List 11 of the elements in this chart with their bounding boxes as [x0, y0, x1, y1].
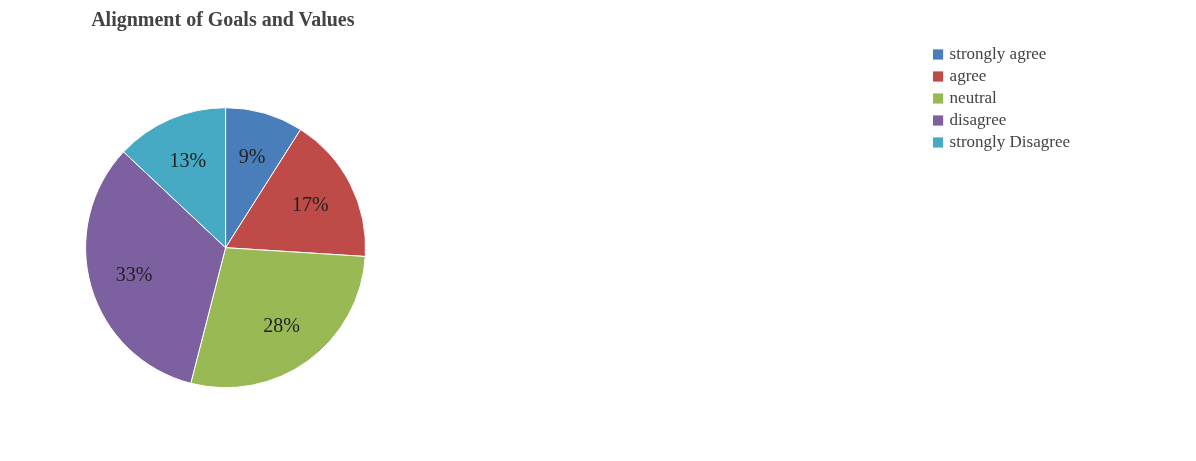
- chart-title: Alignment of Goals and Values: [91, 7, 355, 31]
- data-label: 17%: [292, 193, 329, 216]
- data-label: 13%: [169, 149, 207, 172]
- data-label: 9%: [238, 145, 266, 168]
- legend-label: neutral: [949, 88, 997, 108]
- legend-label: strongly agree: [949, 44, 1047, 64]
- legend-label: disagree: [949, 110, 1007, 130]
- legend-label: agree: [949, 66, 987, 86]
- legend-label: strongly Disagree: [949, 132, 1070, 152]
- data-label: 28%: [263, 313, 300, 336]
- data-label: 33%: [115, 263, 153, 286]
